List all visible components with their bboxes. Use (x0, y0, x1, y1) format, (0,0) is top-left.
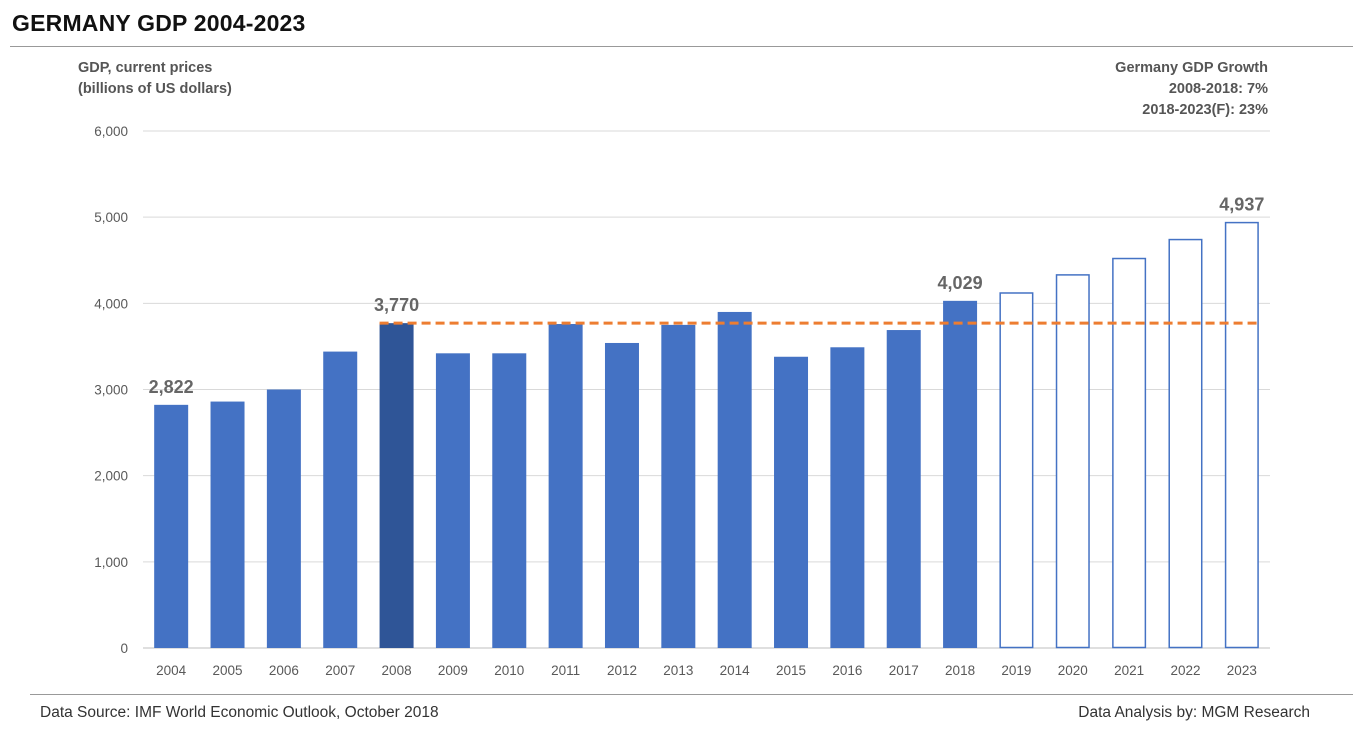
x-tick-label: 2019 (1001, 663, 1031, 678)
bar-2007 (323, 351, 358, 648)
data-source-note: Data Source: IMF World Economic Outlook,… (40, 704, 439, 721)
y-axis-title-line2: (billions of US dollars) (78, 81, 232, 97)
bar-2004 (154, 404, 189, 648)
bar-2006 (266, 389, 301, 648)
x-tick-label: 2013 (663, 663, 693, 678)
x-tick-label: 2006 (269, 663, 299, 678)
y-tick-label: 0 (120, 641, 128, 656)
y-tick-label: 6,000 (94, 124, 128, 139)
bar-2020-forecast (1055, 274, 1090, 649)
bar-2022-forecast (1168, 238, 1203, 649)
y-tick-label: 1,000 (94, 555, 128, 570)
x-tick-label: 2020 (1058, 663, 1088, 678)
bar-2009 (435, 353, 470, 648)
x-tick-label: 2018 (945, 663, 975, 678)
bar-2008 (379, 323, 414, 648)
bar-2011 (548, 324, 583, 648)
growth-note-2018-2023: 2018-2023(F): 23% (1142, 102, 1268, 118)
x-tick-label: 2016 (832, 663, 862, 678)
bar-2016 (830, 347, 865, 648)
top-divider (10, 46, 1353, 47)
bar-2019-forecast (999, 292, 1034, 649)
x-tick-label: 2004 (156, 663, 187, 678)
x-tick-label: 2010 (494, 663, 524, 678)
growth-note: Germany GDP Growth 2008-2018: 7% 2018-20… (1115, 58, 1268, 121)
bar-2018 (943, 300, 978, 648)
x-tick-label: 2017 (889, 663, 919, 678)
x-tick-label: 2011 (551, 663, 580, 678)
bottom-divider (30, 694, 1353, 695)
x-tick-label: 2009 (438, 663, 468, 678)
data-label-2008: 3,770 (374, 295, 419, 315)
growth-note-2008-2018: 2008-2018: 7% (1168, 81, 1268, 97)
data-analysis-credit: Data Analysis by: MGM Research (1078, 704, 1310, 721)
x-tick-label: 2008 (382, 663, 412, 678)
x-tick-label: 2007 (325, 663, 355, 678)
bar-2013 (661, 324, 696, 648)
y-tick-label: 4,000 (94, 296, 128, 311)
data-label-2018: 4,029 (938, 273, 983, 293)
chart-title: GERMANY GDP 2004-2023 (12, 10, 306, 36)
bar-2015 (774, 356, 809, 648)
x-tick-label: 2005 (213, 663, 243, 678)
data-label-2004: 2,822 (149, 377, 194, 397)
x-tick-label: 2015 (776, 663, 806, 678)
bar-2017 (886, 330, 921, 648)
bar-2005 (210, 401, 245, 648)
data-label-2023: 4,937 (1219, 195, 1264, 215)
x-tick-label: 2021 (1114, 663, 1144, 678)
y-tick-label: 5,000 (94, 210, 128, 225)
x-tick-label: 2023 (1227, 663, 1257, 678)
y-axis-title: GDP, current prices (billions of US doll… (78, 58, 232, 100)
x-tick-label: 2014 (720, 663, 751, 678)
growth-note-title: Germany GDP Growth (1115, 60, 1268, 76)
y-axis-title-line1: GDP, current prices (78, 60, 213, 76)
bar-2023-forecast (1224, 221, 1259, 649)
bar-2010 (492, 353, 527, 648)
x-tick-label: 2022 (1170, 663, 1200, 678)
bar-2014 (717, 311, 752, 648)
bar-2012 (604, 342, 639, 648)
bar-2021-forecast (1112, 257, 1147, 649)
x-tick-label: 2012 (607, 663, 637, 678)
y-tick-label: 3,000 (94, 383, 128, 398)
y-tick-label: 2,000 (94, 469, 128, 484)
